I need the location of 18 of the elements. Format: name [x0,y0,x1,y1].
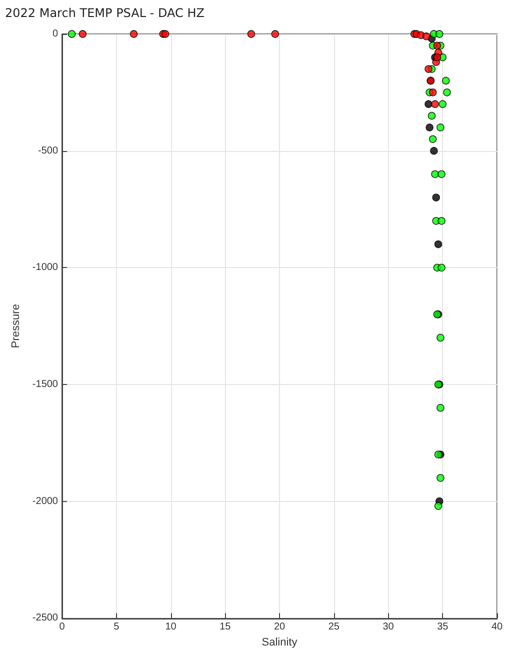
x-tick-label: 10 [165,622,177,633]
x-tick-label: 35 [437,622,449,633]
y-tick-label: 0 [52,28,58,40]
y-axis-title: Pressure [10,304,22,348]
chart-title: 2022 March TEMP PSAL - DAC HZ [5,6,204,20]
y-tick-label: -2000 [32,496,58,507]
y-tick-label: -2500 [32,612,58,624]
x-tick-label: 40 [491,622,503,633]
x-tick-label: 30 [382,622,394,633]
x-axis-title: Salinity [262,636,298,648]
x-tick-label: 20 [274,622,286,633]
x-tick-label: 5 [114,622,120,633]
y-tick-label: -1000 [32,262,58,274]
y-tick-label: -1500 [32,378,58,390]
y-tick-label: -500 [38,145,58,156]
x-tick-label: 15 [220,622,232,633]
x-tick-label: 0 [59,622,66,633]
x-tick-label: 25 [328,622,340,633]
